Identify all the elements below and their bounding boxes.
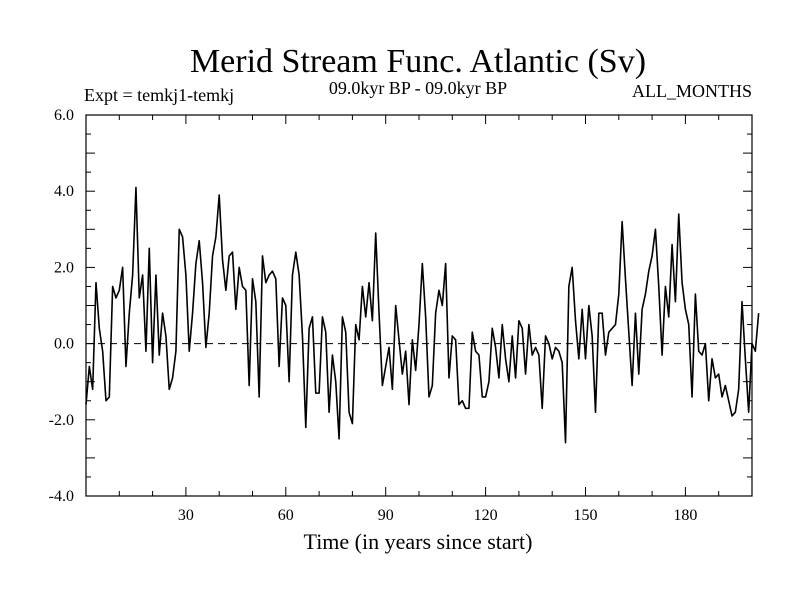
experiment-label: Expt = temkj1-temkj [84, 85, 234, 105]
y-tick-label: 2.0 [54, 259, 74, 276]
months-label: ALL_MONTHS [632, 81, 752, 101]
series-line-1 [85, 186, 760, 444]
time-period-label: 09.0kyr BP - 09.0kyr BP [329, 78, 507, 98]
y-tick-label: 0.0 [54, 336, 74, 353]
y-tick-label: -2.0 [49, 412, 74, 429]
x-tick-label: 30 [178, 507, 194, 524]
x-axis-label: Time (in years since start) [304, 529, 533, 554]
x-tick-label: 90 [378, 507, 394, 524]
y-tick-label: -4.0 [49, 488, 74, 505]
y-tick-label: 6.0 [54, 107, 74, 124]
chart-title: Merid Stream Func. Atlantic (Sv) [190, 43, 646, 80]
x-tick-label: 150 [574, 507, 598, 524]
plot-frame [85, 114, 753, 497]
y-tick-label: 4.0 [54, 183, 74, 200]
x-tick-label: 120 [474, 507, 498, 524]
axis-layer: 30 60 90 120 150 180 -4.0 -2.0 0.0 2.0 4.0 6.0 [49, 107, 753, 524]
x-tick-label: 180 [673, 507, 697, 524]
series-layer [85, 186, 760, 444]
x-tick-label: 60 [278, 507, 294, 524]
